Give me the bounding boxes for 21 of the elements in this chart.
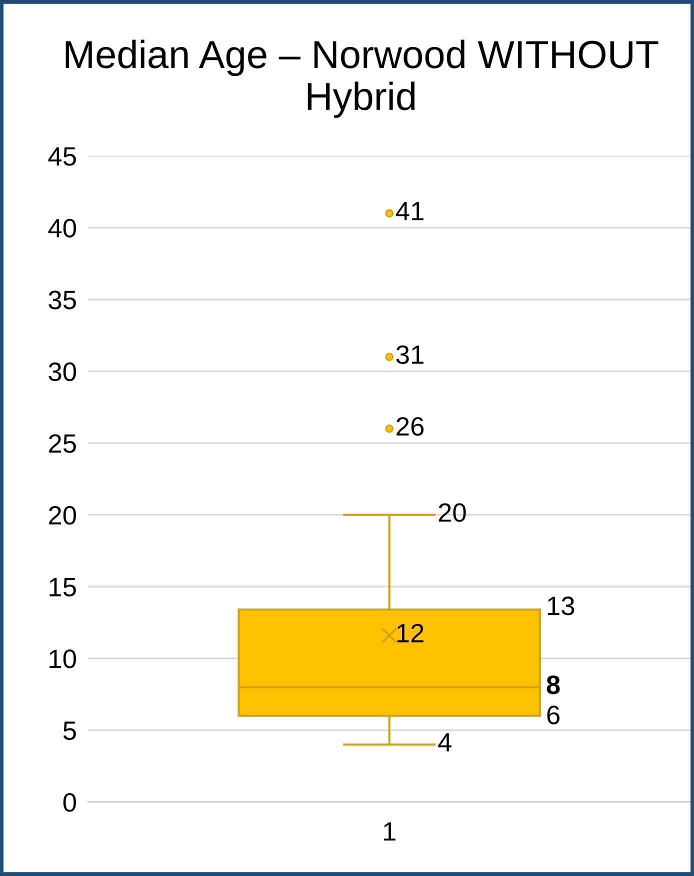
y-tick-label: 25 bbox=[49, 434, 76, 453]
annotation: 12 bbox=[397, 624, 424, 642]
annotation: 26 bbox=[396, 417, 424, 436]
annotation: 4 bbox=[438, 733, 452, 752]
annotation: 31 bbox=[396, 345, 424, 364]
y-tick-label: 40 bbox=[48, 218, 76, 238]
annotation: 6 bbox=[547, 706, 560, 724]
y-tick-label: 30 bbox=[48, 362, 76, 382]
y-tick-label: 0 bbox=[63, 793, 76, 812]
annotation: 20 bbox=[438, 503, 466, 522]
chart-title: Median Age – Norwood WITHOUT Hybrid bbox=[66, 40, 658, 118]
annotation: 41 bbox=[396, 202, 424, 220]
y-tick-label: 20 bbox=[49, 506, 76, 525]
annotation: 13 bbox=[548, 596, 574, 616]
annotation: 8 bbox=[546, 676, 560, 694]
y-tick-label: 15 bbox=[50, 578, 76, 596]
y-tick-label: 35 bbox=[48, 290, 76, 310]
y-tick-label: 5 bbox=[63, 722, 76, 740]
y-tick-label: 10 bbox=[50, 650, 76, 668]
x-tick-label: 1 bbox=[384, 822, 396, 841]
y-tick-label: 45 bbox=[48, 147, 76, 166]
